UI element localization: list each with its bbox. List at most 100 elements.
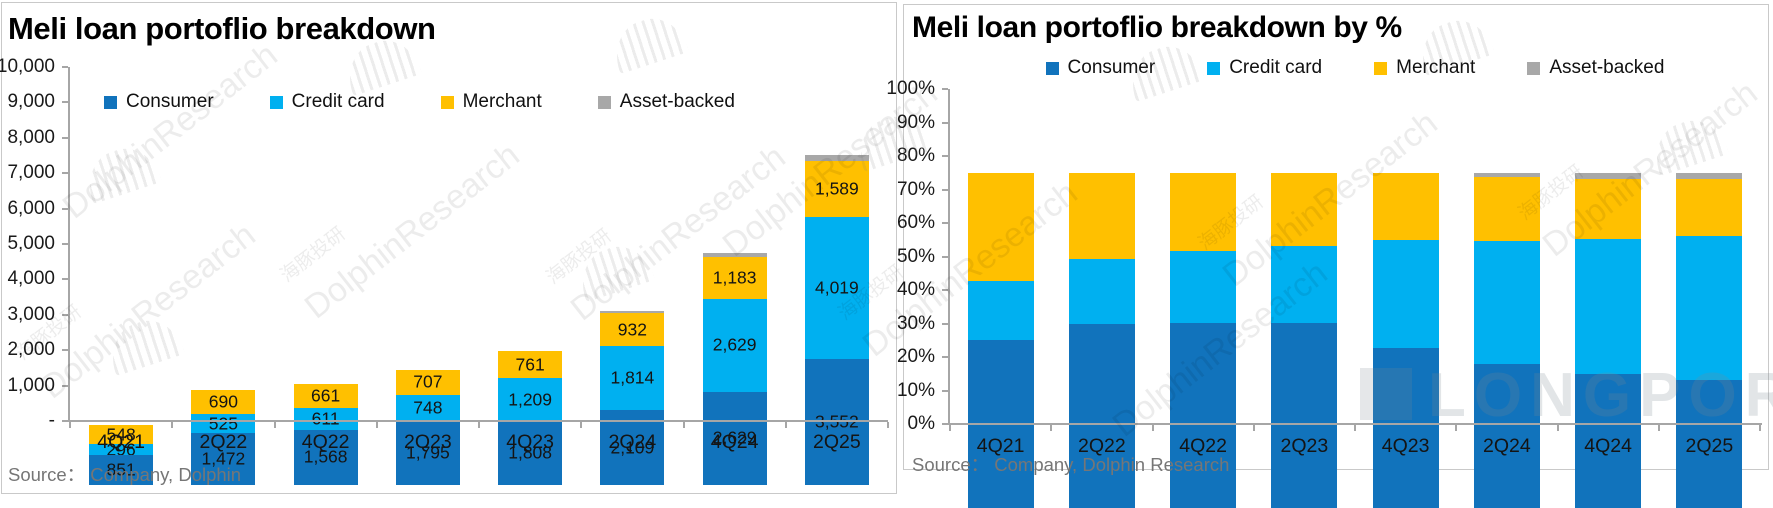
- segment-merchant: 761: [498, 351, 563, 379]
- segment-merchant: 1,183: [702, 257, 767, 299]
- x-axis-label-2q22: 2Q22: [199, 431, 248, 453]
- x-axis-tick-mark: [375, 422, 378, 428]
- x-axis-tick-mark: [1657, 425, 1660, 431]
- chart-title: Meli loan portoflio breakdown by %: [912, 11, 1402, 44]
- y-axis-tick-mark: [942, 389, 948, 392]
- y-axis-tick-label: 50%: [896, 245, 935, 267]
- y-axis-tick-label: 9,000: [7, 91, 55, 113]
- source-note: Source： Company, Dolphin: [8, 464, 242, 485]
- data-label: 1,808: [508, 442, 553, 463]
- y-axis-tick-label: 70%: [896, 178, 935, 200]
- x-axis-label-4q22: 4Q22: [1179, 435, 1227, 457]
- x-axis-tick-mark: [887, 422, 889, 428]
- x-axis-tick-mark: [273, 422, 276, 428]
- x-axis-tick-mark: [784, 422, 787, 428]
- bars-area: [950, 173, 1760, 508]
- legend-item-asset-backed: Asset-backed: [1527, 57, 1664, 79]
- segment-credit-card: 748: [395, 395, 460, 422]
- y-axis-tick-mark: [942, 88, 948, 90]
- x-axis-label-2q24: 2Q24: [1483, 435, 1531, 457]
- segment-consumer: 3,552: [804, 359, 869, 485]
- segment-credit-card: [1473, 240, 1540, 365]
- y-axis-tick-mark: [942, 155, 948, 157]
- segment-merchant: 932: [600, 313, 665, 347]
- segment-credit-card: [1068, 259, 1135, 325]
- data-label: 296: [106, 439, 136, 460]
- segment-consumer: 1,568: [293, 429, 358, 485]
- segment-credit-card: [1575, 239, 1642, 374]
- y-axis-tick-mark: [942, 356, 948, 358]
- segment-credit-card: [1372, 240, 1439, 348]
- data-label: 611: [311, 408, 340, 429]
- x-axis-tick-mark: [580, 422, 583, 428]
- data-label: 4,019: [814, 277, 859, 298]
- x-axis-line: [62, 420, 888, 422]
- segment-consumer: 2,109: [600, 410, 665, 485]
- bar-2q25: 1,589 4,019 3,552: [804, 131, 869, 485]
- y-axis-tick-label: 4,000: [7, 268, 55, 290]
- legend-label-merchant: Merchant: [462, 91, 542, 112]
- y-axis-tick-label: 80%: [896, 145, 935, 166]
- data-label: 1,209: [508, 389, 553, 410]
- chart-panel-loan-breakdown-percent: Meli loan portoflio breakdown by % Consu…: [886, 4, 1769, 508]
- data-label: 761: [515, 354, 545, 375]
- source-note: Source： Company, Dolphin Research: [912, 454, 1230, 475]
- y-axis: 100% 90% 80% 70% 60% 50% 40% 30% 20% 10% 0%: [886, 78, 948, 434]
- segment-consumer: [1271, 323, 1338, 508]
- y-axis-tick-label: 20%: [896, 346, 935, 367]
- y-axis-tick-mark: [62, 101, 68, 104]
- data-label: 748: [413, 397, 443, 418]
- plot-area: 100% 90% 80% 70% 60% 50% 40% 30% 20% 10% 0%: [886, 78, 1760, 508]
- y-axis-tick-label: -: [48, 410, 55, 431]
- x-axis-ticks: [69, 422, 889, 428]
- data-label: 1,183: [712, 267, 757, 288]
- x-axis-label-2q23: 2Q23: [1280, 435, 1329, 457]
- y-axis-tick-mark: [62, 66, 68, 68]
- y-axis-tick-mark: [62, 349, 68, 352]
- data-label: 932: [617, 319, 647, 340]
- x-axis-tick-mark: [1050, 425, 1053, 431]
- y-axis-line: [68, 67, 70, 421]
- data-label: 1,472: [201, 448, 246, 469]
- y-axis-tick-label: 10%: [896, 379, 935, 401]
- y-axis-tick-label: 90%: [896, 111, 935, 133]
- data-label: 2,109: [610, 437, 655, 458]
- segment-credit-card: 1,209: [498, 378, 563, 421]
- x-axis-label-4q21: 4Q21: [97, 431, 145, 453]
- segment-merchant: [1575, 178, 1642, 240]
- segment-consumer: 1,808: [498, 421, 563, 485]
- segment-merchant: [1372, 173, 1439, 241]
- legend-swatch-icon-consumer: [1045, 61, 1059, 75]
- x-axis-tick-mark: [69, 422, 71, 428]
- data-label: 707: [413, 371, 443, 392]
- segment-credit-card: 525: [191, 413, 256, 433]
- y-axis-tick-mark: [62, 313, 68, 316]
- data-label: 548: [106, 424, 136, 445]
- segment-merchant: 548: [89, 424, 154, 445]
- segment-credit-card: 1,814: [600, 346, 665, 411]
- x-axis-tick-mark: [1556, 425, 1559, 431]
- x-axis-label-2q22: 2Q22: [1078, 435, 1126, 457]
- x-axis-label-4q23: 4Q23: [1381, 435, 1430, 457]
- segment-merchant: [967, 173, 1034, 282]
- legend-label-credit-card: Credit card: [1229, 57, 1323, 78]
- legend-item-asset-backed: Asset-backed: [597, 91, 735, 113]
- legend-label-credit-card: Credit card: [291, 91, 385, 112]
- segment-merchant: [1271, 173, 1338, 247]
- x-axis-line: [944, 423, 1762, 425]
- y-axis-tick-label: 30%: [896, 312, 935, 334]
- x-axis-tick-mark: [682, 422, 685, 428]
- segment-credit-card: 296: [89, 439, 154, 459]
- chart-title: Meli loan portoflio breakdown: [8, 11, 436, 46]
- y-axis-tick-label: 60%: [896, 212, 935, 233]
- x-axis-label-4q24: 4Q24: [710, 431, 759, 453]
- legend: Consumer Credit card Merchant Asset-backed: [104, 91, 735, 113]
- y-axis-tick-mark: [942, 222, 948, 224]
- x-axis-label-4q23: 4Q23: [506, 431, 554, 453]
- y-axis-tick-mark: [62, 384, 68, 387]
- bar-2q24: 932 1,814 2,109: [600, 131, 665, 485]
- data-label: 661: [311, 385, 341, 406]
- y-axis-tick-mark: [942, 121, 948, 124]
- y-axis-tick-label: 100%: [886, 78, 935, 99]
- y-axis-tick-label: 5,000: [7, 233, 55, 254]
